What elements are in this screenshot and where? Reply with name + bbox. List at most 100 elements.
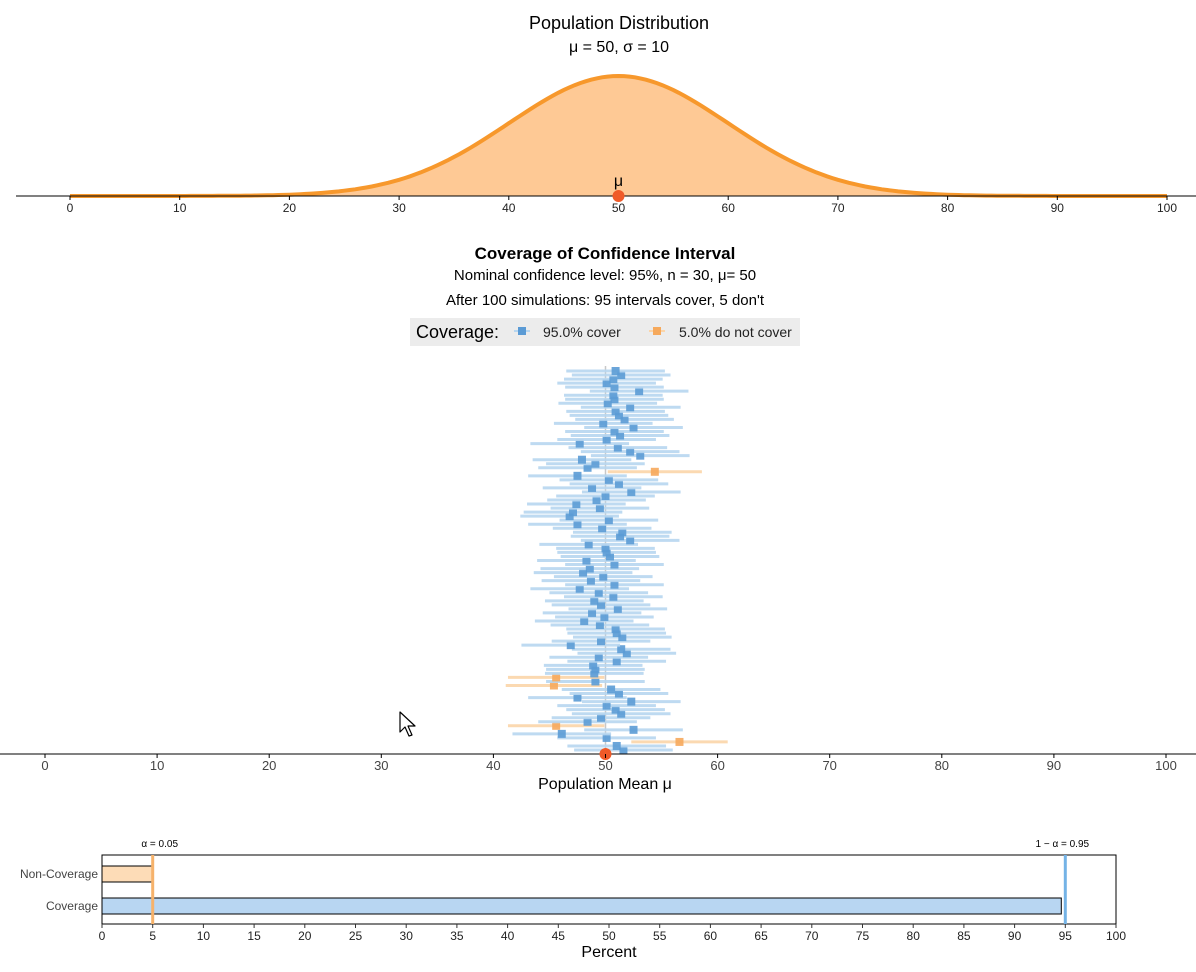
interval-cover-estimate <box>594 588 603 597</box>
interval-cover-estimate <box>613 443 622 452</box>
interval-cover-estimate <box>586 576 595 585</box>
population-x-tick-label: 70 <box>831 201 845 215</box>
summary-x-tick-label: 20 <box>298 929 312 943</box>
interval-cover-estimate <box>590 596 599 605</box>
interval-cover-estimate <box>619 746 628 754</box>
coverage-x-tick-label: 80 <box>935 758 949 773</box>
population-subtitle: μ = 50, σ = 10 <box>569 39 669 56</box>
interval-cover-estimate <box>636 451 645 460</box>
interval-not-cover-estimate <box>552 673 561 682</box>
interval-cover-estimate <box>584 540 593 549</box>
interval-cover-estimate <box>611 367 620 375</box>
interval-cover-estimate <box>611 705 620 714</box>
summary-x-tick-label: 10 <box>197 929 211 943</box>
coverage-x-tick-label: 100 <box>1155 758 1177 773</box>
interval-cover-estimate <box>572 500 581 509</box>
coverage-x-tick-label: 40 <box>486 758 500 773</box>
population-x-tick-label: 40 <box>502 201 516 215</box>
summary-x-label: Percent <box>581 944 637 961</box>
summary-x-tick-label: 95 <box>1059 929 1073 943</box>
summary-x-tick-label: 55 <box>653 929 667 943</box>
interval-cover-estimate <box>626 403 635 412</box>
interval-cover-estimate <box>605 552 614 561</box>
interval-cover-estimate <box>591 459 600 468</box>
interval-cover-estimate <box>614 689 623 698</box>
summary-category-label: Non-Coverage <box>20 867 98 881</box>
interval-cover-estimate <box>614 411 623 420</box>
interval-cover-estimate <box>591 665 600 674</box>
interval-cover-estimate <box>579 568 588 577</box>
summary-x-tick-label: 25 <box>349 929 363 943</box>
alpha-reference-label: α = 0.05 <box>141 839 178 850</box>
interval-cover-estimate <box>602 733 611 742</box>
bar-coverage <box>101 897 1062 915</box>
population-x-tick-label: 30 <box>392 201 406 215</box>
interval-cover-estimate <box>622 649 631 658</box>
population-x-tick-label: 80 <box>941 201 955 215</box>
summary-category-labels: Non-Coverage Coverage <box>20 867 98 913</box>
summary-x-tick-label: 45 <box>552 929 566 943</box>
population-panel: Population Distribution μ = 50, σ = 10 0… <box>16 13 1196 215</box>
coverage-subtitle-1: Nominal confidence level: 95%, n = 30, μ… <box>454 267 756 284</box>
interval-cover-estimate <box>583 463 592 472</box>
population-x-tick-label: 0 <box>67 201 74 215</box>
summary-category-label: Coverage <box>46 899 98 913</box>
legend-background <box>410 318 800 346</box>
coverage-title: Coverage of Confidence Interval <box>475 244 736 263</box>
interval-cover-estimate <box>613 604 622 613</box>
summary-x-tick-label: 70 <box>805 929 819 943</box>
interval-cover-estimate <box>590 669 599 678</box>
interval-cover-estimate <box>618 633 627 642</box>
interval-cover-estimate <box>610 383 619 392</box>
interval-cover-estimate <box>629 423 638 432</box>
interval-cover-estimate <box>601 544 610 553</box>
interval-cover-estimate <box>601 491 610 500</box>
interval-cover-estimate <box>595 621 604 630</box>
coverage-x-tick-label: 0 <box>41 758 48 773</box>
interval-cover-estimate <box>597 713 606 722</box>
interval-cover-estimate <box>600 612 609 621</box>
interval-cover-estimate <box>626 536 635 545</box>
population-x-tick-label: 100 <box>1157 201 1177 215</box>
coverage-x-tick-label: 50 <box>598 758 612 773</box>
interval-cover-estimate <box>610 395 619 404</box>
interval-cover-estimate <box>627 487 636 496</box>
interval-cover-estimate <box>566 641 575 650</box>
interval-cover-estimate <box>612 741 621 750</box>
confidence-reference-label: 1 − α = 0.95 <box>1035 839 1089 850</box>
interval-cover-estimate <box>568 508 577 517</box>
coverage-panel: Coverage of Confidence Interval Nominal … <box>0 244 1196 793</box>
interval-cover-estimate <box>610 427 619 436</box>
coverage-subtitle-2: After 100 simulations: 95 intervals cove… <box>446 292 765 309</box>
coverage-x-tick-label: 90 <box>1047 758 1061 773</box>
mouse-pointer-icon <box>399 711 416 737</box>
interval-cover-estimate <box>597 600 606 609</box>
interval-cover-estimate <box>609 592 618 601</box>
interval-cover-estimate <box>573 471 582 480</box>
interval-cover-estimate <box>577 455 586 464</box>
interval-cover-estimate <box>597 637 606 646</box>
legend-not-cover-label: 5.0% do not cover <box>679 324 792 340</box>
interval-cover-estimate <box>609 391 618 400</box>
interval-cover-estimate <box>589 661 598 670</box>
interval-cover-estimate <box>575 584 584 593</box>
summary-x-tick-label: 30 <box>400 929 414 943</box>
population-x-tick-label: 90 <box>1051 201 1065 215</box>
interval-cover-estimate <box>585 564 594 573</box>
confidence-intervals <box>505 367 728 754</box>
coverage-x-tick-label: 30 <box>374 758 388 773</box>
summary-x-tick-label: 90 <box>1008 929 1022 943</box>
interval-not-cover-estimate <box>552 721 561 730</box>
interval-cover-estimate <box>592 496 601 505</box>
summary-x-tick-label: 15 <box>247 929 261 943</box>
interval-cover-estimate <box>610 560 619 569</box>
interval-cover-estimate <box>602 435 611 444</box>
interval-cover-estimate <box>588 608 597 617</box>
population-density-area <box>70 76 1167 196</box>
summary-x-tick-label: 85 <box>957 929 971 943</box>
interval-cover-estimate <box>602 701 611 710</box>
legend-not-cover-marker-key <box>653 327 661 335</box>
interval-cover-estimate <box>582 556 591 565</box>
interval-cover-estimate <box>573 693 582 702</box>
population-x-ticks: 0 10 20 30 40 50 60 70 80 90 100 <box>67 196 1177 215</box>
